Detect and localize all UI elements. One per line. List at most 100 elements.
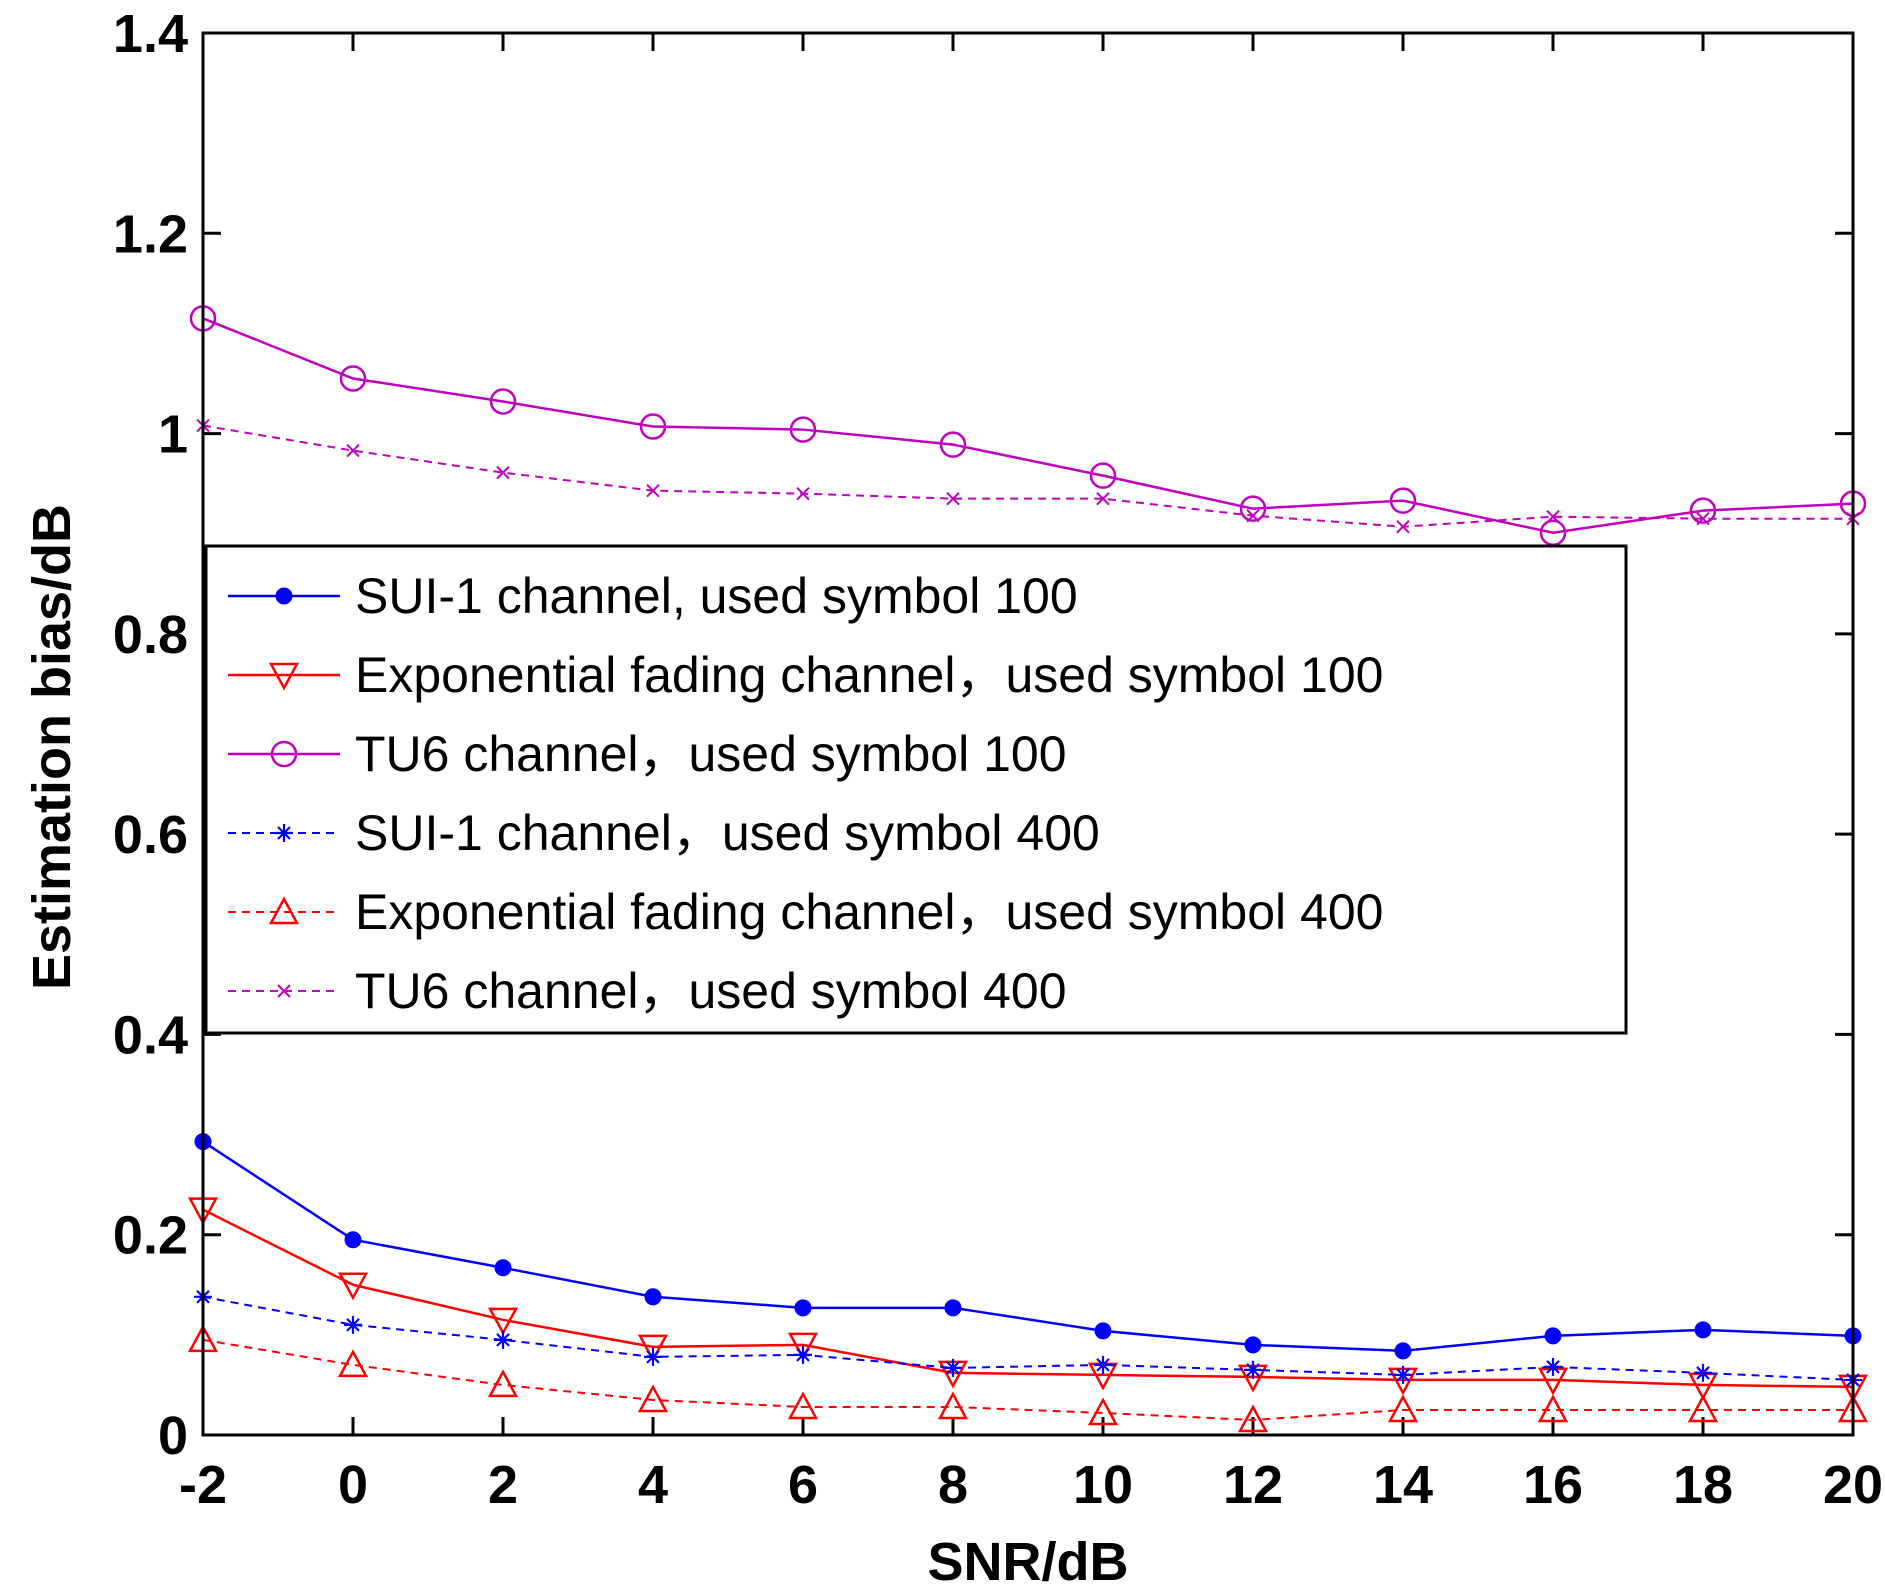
legend-label: SUI-1 channel，used symbol 400: [355, 805, 1100, 861]
data-point: [1239, 495, 1267, 522]
data-point: [1689, 497, 1717, 524]
y-tick-label: 0.6: [113, 805, 188, 865]
x-tick-label: -2: [179, 1455, 227, 1515]
x-tick-label: 6: [788, 1455, 818, 1515]
series-5: [187, 1324, 1869, 1433]
data-point: [794, 1345, 812, 1364]
data-point: [1544, 1327, 1562, 1345]
legend-marker: [268, 896, 300, 925]
data-point: [1087, 1397, 1119, 1426]
series-1: [194, 1133, 1862, 1360]
series-line: [202, 424, 1853, 528]
data-point: [1687, 1394, 1719, 1423]
data-point: [1396, 519, 1410, 534]
data-point: [1244, 1336, 1262, 1354]
data-point: [1696, 511, 1710, 526]
y-axis-title: Estimation bias/dB: [22, 504, 82, 990]
data-point: [1246, 508, 1260, 523]
x-tick-label: 14: [1373, 1455, 1433, 1515]
data-point: [1546, 509, 1560, 524]
data-point: [1394, 1365, 1412, 1384]
data-point: [346, 443, 360, 458]
data-point: [789, 416, 817, 443]
x-axis-title: SNR/dB: [928, 1532, 1129, 1591]
legend-marker: [268, 662, 300, 691]
legend-marker: [277, 984, 291, 998]
data-point: [344, 1315, 362, 1334]
legend-item: TU6 channel，used symbol 400: [228, 963, 1067, 1019]
data-point: [1094, 1322, 1112, 1340]
data-point: [787, 1332, 819, 1361]
series-line: [202, 1295, 1854, 1381]
series-line: [202, 1338, 1853, 1421]
legend: SUI-1 channel, used symbol 100 Exponentia…: [204, 544, 1628, 1035]
legend-marker: [275, 824, 293, 842]
data-point: [944, 1299, 962, 1317]
data-point: [637, 1334, 669, 1363]
legend-box: [204, 544, 1628, 1035]
x-tick-label: 4: [638, 1455, 668, 1515]
data-point: [496, 465, 510, 480]
data-point: [1094, 1355, 1112, 1374]
data-point: [1389, 487, 1417, 514]
y-tick-label: 0.2: [113, 1206, 188, 1266]
legend-label: SUI-1 channel, used symbol 100: [355, 568, 1078, 624]
data-point: [494, 1330, 512, 1349]
x-tick-label: 2: [488, 1455, 518, 1515]
data-point: [787, 1391, 819, 1420]
data-point: [637, 1384, 669, 1413]
x-tick-label: 16: [1523, 1455, 1583, 1515]
y-tick-label: 1.4: [113, 4, 188, 64]
series-6: [196, 418, 1860, 534]
data-point: [337, 1349, 369, 1378]
legend-item: SUI-1 channel，used symbol 400: [228, 805, 1100, 861]
data-point: [1694, 1321, 1712, 1339]
data-point: [646, 483, 660, 498]
data-point: [344, 1231, 362, 1249]
legend-marker: [275, 587, 293, 605]
data-point: [487, 1307, 519, 1336]
y-tick-label: 0: [158, 1406, 188, 1466]
y-tick-label: 0.8: [113, 605, 188, 665]
y-tick-label: 1.2: [113, 204, 188, 264]
x-tick-label: 18: [1673, 1455, 1733, 1515]
data-point: [939, 431, 967, 458]
x-tick-label: 8: [938, 1455, 968, 1515]
data-point: [644, 1288, 662, 1306]
x-tick-label: 10: [1073, 1455, 1133, 1515]
legend-item: SUI-1 channel, used symbol 100: [228, 568, 1078, 624]
x-tick-label: 12: [1223, 1455, 1283, 1515]
legend-label: TU6 channel，used symbol 100: [355, 726, 1067, 782]
y-tick-label: 1: [158, 405, 188, 465]
series-line: [202, 1140, 1854, 1353]
data-point: [1694, 1363, 1712, 1382]
data-point: [494, 1259, 512, 1277]
legend-label: TU6 channel，used symbol 400: [355, 963, 1067, 1019]
legend-label: Exponential fading channel，used symbol 4…: [355, 884, 1383, 940]
data-point: [794, 1299, 812, 1317]
legend-item: Exponential fading channel，used symbol 4…: [228, 884, 1383, 940]
x-tick-label: 20: [1823, 1455, 1883, 1515]
data-point: [1244, 1360, 1262, 1379]
series-line: [202, 317, 1854, 534]
data-point: [1387, 1394, 1419, 1423]
legend-label: Exponential fading channel，used symbol 1…: [355, 647, 1383, 703]
legend-item: Exponential fading channel，used symbol 1…: [228, 647, 1383, 703]
plot-frame: [201, 31, 1855, 1437]
data-point: [337, 1272, 369, 1301]
data-point: [796, 486, 810, 501]
data-point: [339, 365, 367, 392]
data-point: [489, 388, 517, 415]
legend-item: TU6 channel，used symbol 100: [228, 726, 1067, 782]
legend-marker: [270, 740, 298, 768]
data-point: [644, 1347, 662, 1366]
series-line: [202, 1208, 1854, 1389]
data-point: [487, 1369, 519, 1398]
data-point: [1237, 1404, 1269, 1433]
data-point: [944, 1358, 962, 1377]
data-point: [639, 413, 667, 440]
series-3: [189, 305, 1867, 546]
data-point: [1394, 1342, 1412, 1360]
